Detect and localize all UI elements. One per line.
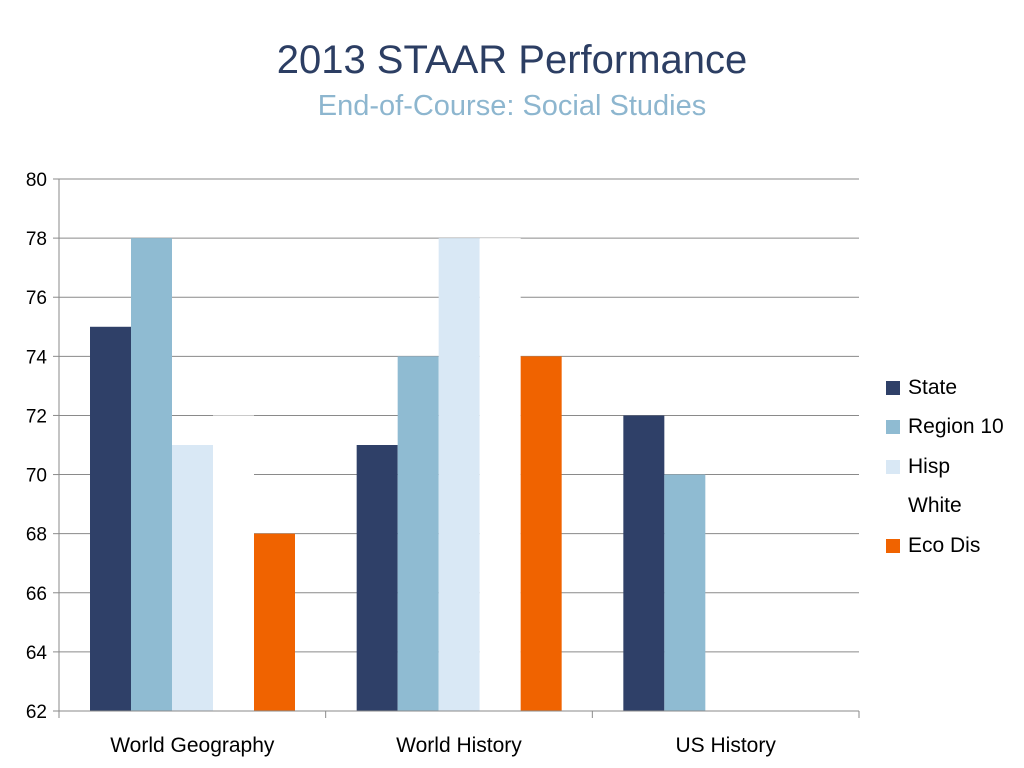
legend-item: State [886, 368, 1004, 408]
legend-item: Hisp [886, 447, 1004, 487]
bar-hisp [172, 445, 213, 711]
chart-title: 2013 STAAR Performance [276, 38, 748, 82]
legend-label: Hisp [908, 454, 951, 478]
y-tick-label: 66 [26, 584, 47, 605]
y-tick-label: 72 [26, 406, 47, 427]
y-tick-label: 64 [26, 643, 48, 664]
bar-eco-dis [254, 533, 295, 711]
bar-region-10 [397, 356, 439, 711]
bar-region-10 [131, 238, 172, 711]
x-tick-label: US History [675, 734, 776, 757]
x-tick-label: World History [396, 734, 522, 757]
legend-label: White [908, 494, 962, 518]
y-tick-label: 76 [26, 288, 47, 309]
legend-label: Region 10 [908, 415, 1004, 439]
legend-swatch [886, 538, 900, 553]
bar-white [479, 238, 521, 711]
chart-subtitle: End-of-Course: Social Studies [317, 90, 707, 122]
legend-label: State [908, 375, 958, 399]
legend-swatch [886, 380, 900, 395]
legend-item: Eco Dis [886, 526, 1004, 566]
bar-hisp [438, 238, 480, 711]
legend-swatch [886, 459, 900, 474]
legend-item: White [886, 487, 1004, 527]
legend-item: Region 10 [886, 408, 1004, 448]
y-tick-label: 74 [26, 347, 48, 368]
bar-state [623, 415, 665, 711]
legend-swatch [886, 420, 900, 435]
bar-state [90, 326, 131, 711]
bar-state [356, 445, 398, 711]
bar-white [213, 415, 254, 711]
y-tick-label: 80 [26, 170, 47, 191]
legend-label: Eco Dis [908, 533, 981, 557]
bar-eco-dis [520, 356, 562, 711]
chart-legend: State Region 10 Hisp White Eco Dis [886, 368, 1004, 566]
y-tick-label: 68 [26, 525, 47, 546]
legend-swatch [886, 499, 900, 514]
y-tick-label: 78 [26, 229, 47, 250]
y-tick-label: 70 [26, 466, 47, 487]
x-tick-label: World Geography [110, 734, 275, 757]
bar-region-10 [664, 474, 706, 711]
y-tick-label: 62 [26, 702, 47, 723]
